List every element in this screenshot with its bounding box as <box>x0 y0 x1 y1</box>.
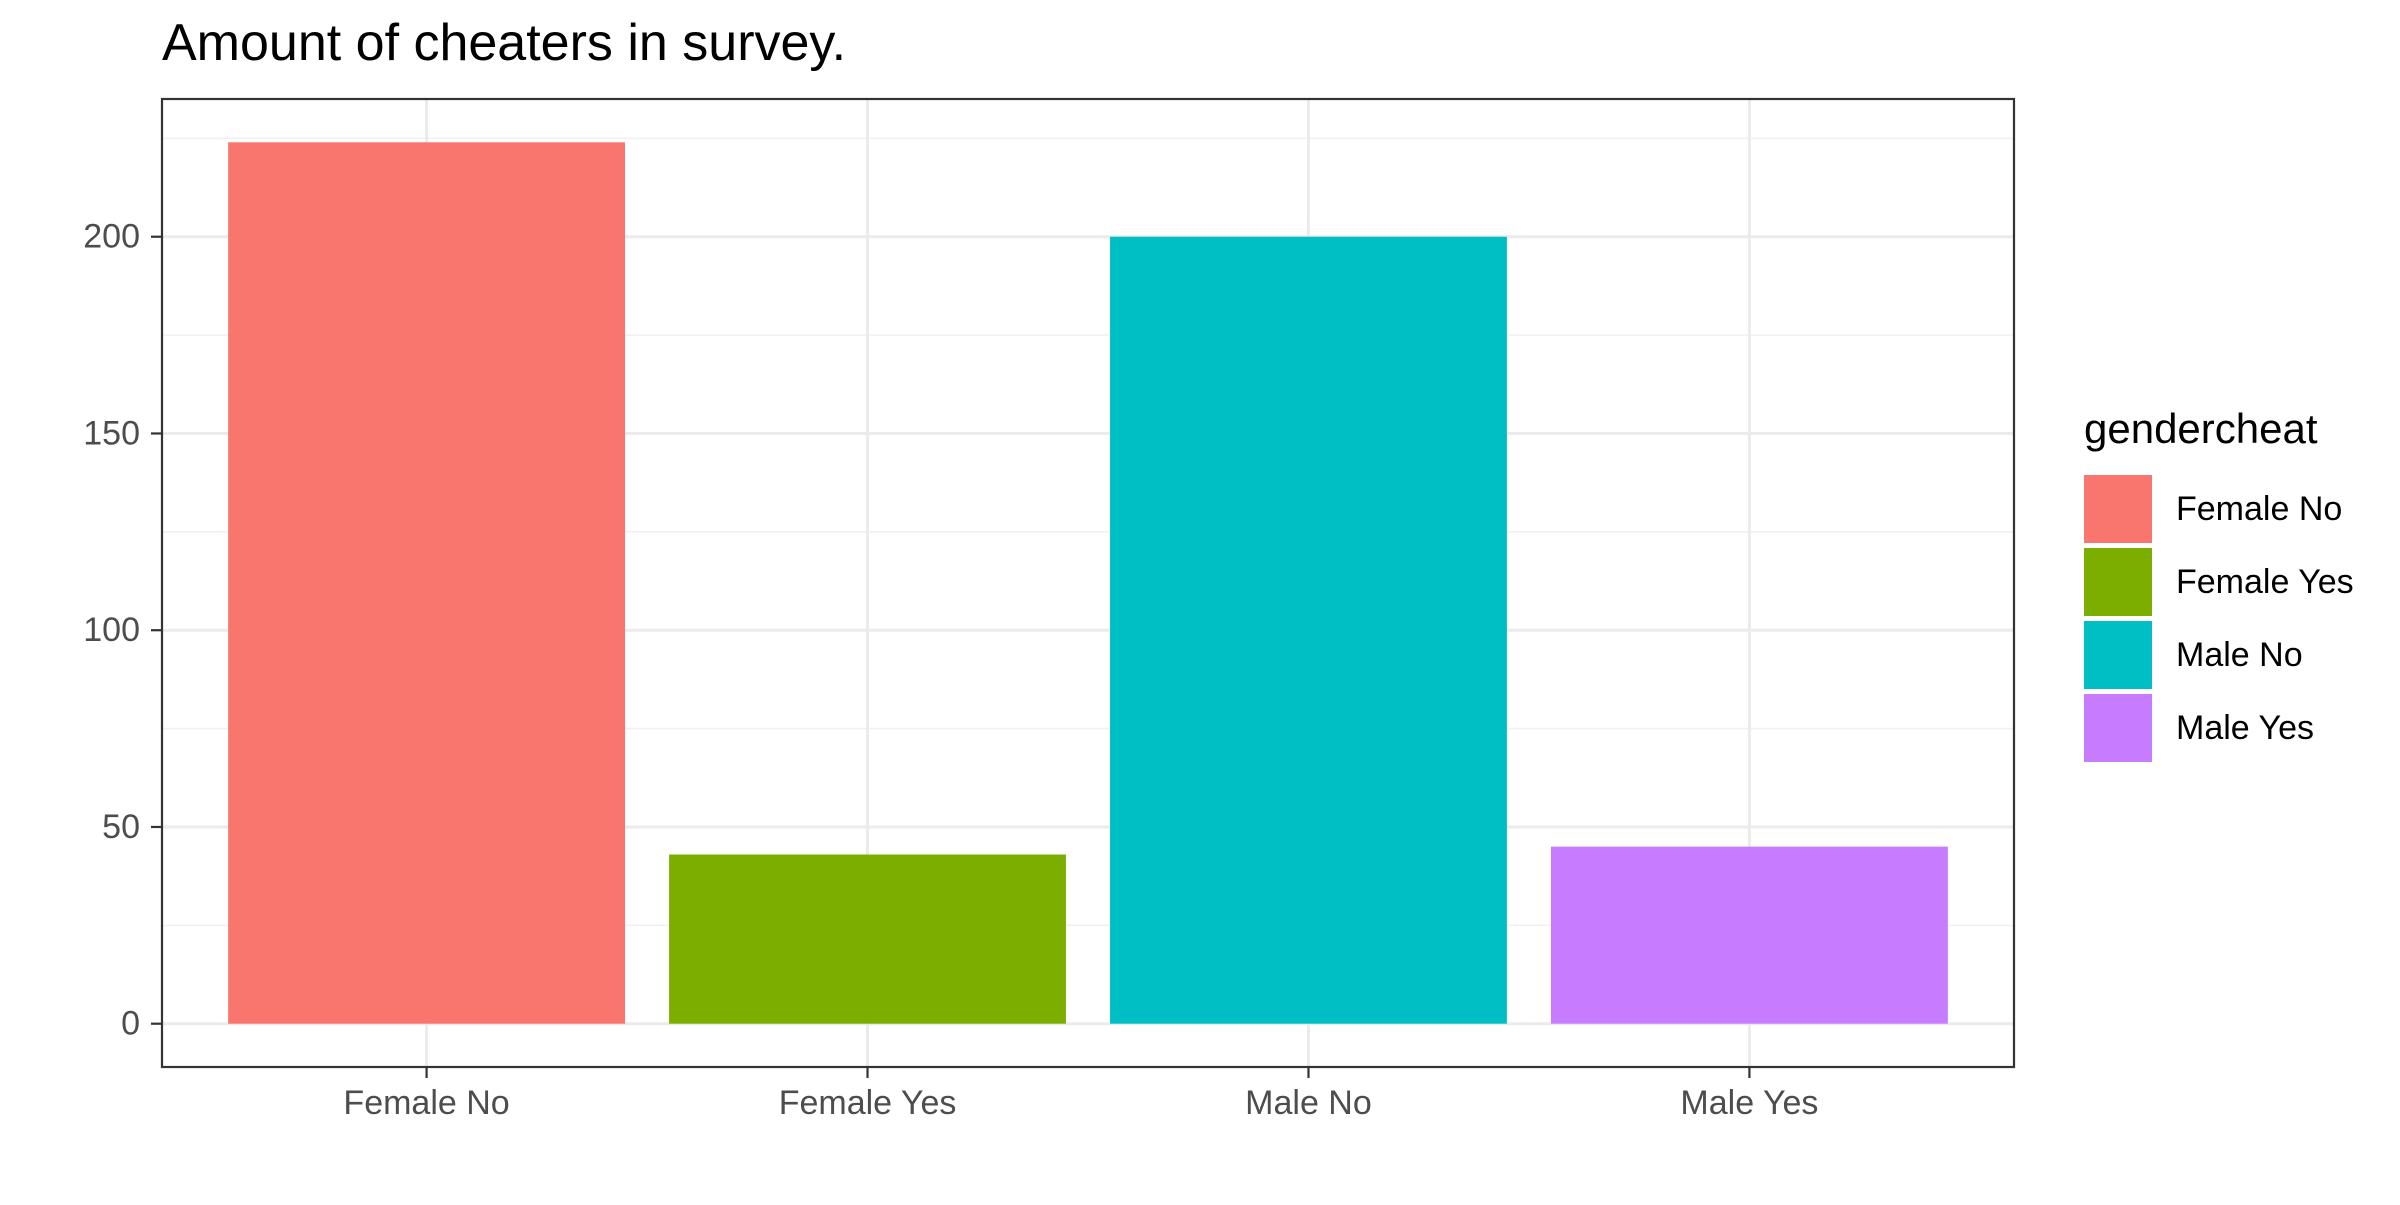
bars <box>228 142 1948 1024</box>
y-tick-label: 100 <box>83 611 140 649</box>
x-tick-label: Female Yes <box>779 1084 957 1122</box>
legend-key <box>2084 694 2152 762</box>
y-tick-label: 0 <box>121 1005 140 1043</box>
legend-label: Female No <box>2176 490 2342 528</box>
bar-female-no <box>228 142 625 1024</box>
plot-panel-border <box>160 97 2016 1069</box>
bar-male-yes <box>1551 846 1948 1024</box>
legend-label: Male No <box>2176 636 2303 674</box>
y-tick-label: 200 <box>83 218 140 256</box>
legend-label: Male Yes <box>2176 709 2314 747</box>
x-tick-label: Female No <box>343 1084 509 1122</box>
y-tick-label: 150 <box>83 414 140 452</box>
bar-male-no <box>1110 236 1507 1024</box>
bar-female-yes <box>669 854 1066 1024</box>
legend-key <box>2084 621 2152 689</box>
legend-key <box>2084 548 2152 616</box>
y-tick-label: 50 <box>102 808 140 846</box>
y-axis: 0 50 100 150 200 <box>83 218 162 1043</box>
x-tick-label: Male No <box>1245 1084 1372 1122</box>
legend: gendercheat Female No Female Yes Male No Ma… <box>2084 405 2354 762</box>
legend-title: gendercheat <box>2084 405 2318 452</box>
legend-label: Female Yes <box>2176 563 2354 601</box>
x-axis: Female No Female Yes Male No Male Yes <box>343 1067 1818 1122</box>
x-tick-label: Male Yes <box>1680 1084 1818 1122</box>
legend-key <box>2084 475 2152 543</box>
chart-title: Amount of cheaters in survey. <box>162 14 846 72</box>
legend-items: Female No Female Yes Male No Male Yes <box>2084 475 2354 762</box>
